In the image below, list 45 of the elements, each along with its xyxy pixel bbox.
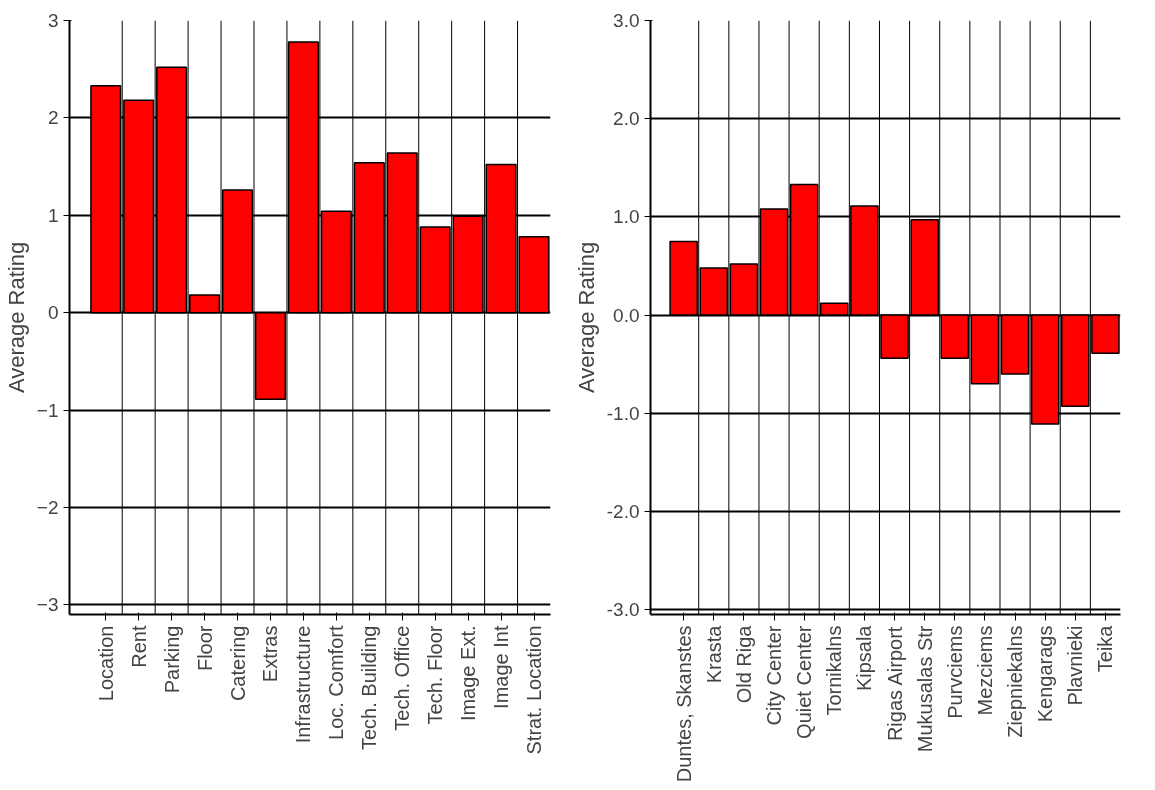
y-tick-label: -1.0 [606, 402, 640, 424]
x-tick-label: Plavnieki [1064, 625, 1087, 706]
x-tick-label: City Center [763, 625, 786, 726]
y-tick-label: 0 [47, 302, 59, 324]
x-tick-label: Extras [259, 625, 282, 683]
y-tick-label: -2.0 [606, 500, 640, 522]
x-tick-label: Loc. Comfort [325, 625, 348, 740]
y-tick-label: −2 [36, 496, 59, 518]
x-tick-label: Krasta [702, 624, 725, 684]
x-tick-label: Kipsala [853, 624, 876, 692]
y-tick-label: −3 [36, 594, 59, 616]
x-tick-label: Tornikalns [823, 625, 846, 716]
y-tick-label: 1 [47, 204, 59, 226]
y-tick-label: 3.0 [613, 10, 640, 31]
x-tick-label: Image Int [490, 625, 513, 709]
x-tick-label: Catering [226, 625, 249, 702]
x-tick-label: Teika [1094, 624, 1117, 673]
x-tick-label: Rent [127, 625, 150, 668]
x-tick-label: Image Ext. [457, 625, 480, 722]
x-tick-label: Mukusalas Str [913, 625, 936, 753]
y-axis-title: Average Rating [3, 241, 29, 394]
x-tick-label: Infrastructure [292, 625, 315, 744]
x-tick-label: Floor [193, 625, 216, 672]
x-tick-label: Kengarags [1034, 625, 1057, 723]
x-tick-label: Duntes, Skanstes [672, 625, 695, 783]
x-tick-label: Purvciems [943, 625, 966, 719]
x-tick-label: Tech. Office [391, 625, 414, 731]
x-tick-label: Mezciems [973, 625, 996, 716]
x-tick-label: Strat. Location [523, 625, 546, 755]
y-tick-label: 3 [47, 10, 59, 31]
y-tick-label: -3.0 [606, 599, 640, 621]
x-tick-label: Tech. Floor [424, 625, 447, 725]
x-tick-label: Location [94, 625, 117, 702]
x-tick-label: Ziepniekalns [1004, 625, 1027, 738]
x-tick-label: Quiet Center [793, 625, 816, 739]
y-tick-label: 0.0 [613, 304, 640, 326]
y-axis-title: Average Rating [573, 241, 599, 394]
y-tick-label: 2.0 [613, 108, 640, 130]
y-tick-label: 1.0 [613, 206, 640, 228]
x-tick-label: Old Riga [732, 624, 755, 704]
y-tick-label: 2 [47, 107, 59, 129]
x-tick-label: Parking [160, 625, 183, 694]
y-tick-label: −1 [36, 399, 59, 421]
x-tick-label: Rigas Airport [883, 626, 906, 742]
x-tick-label: Tech. Building [358, 625, 381, 751]
